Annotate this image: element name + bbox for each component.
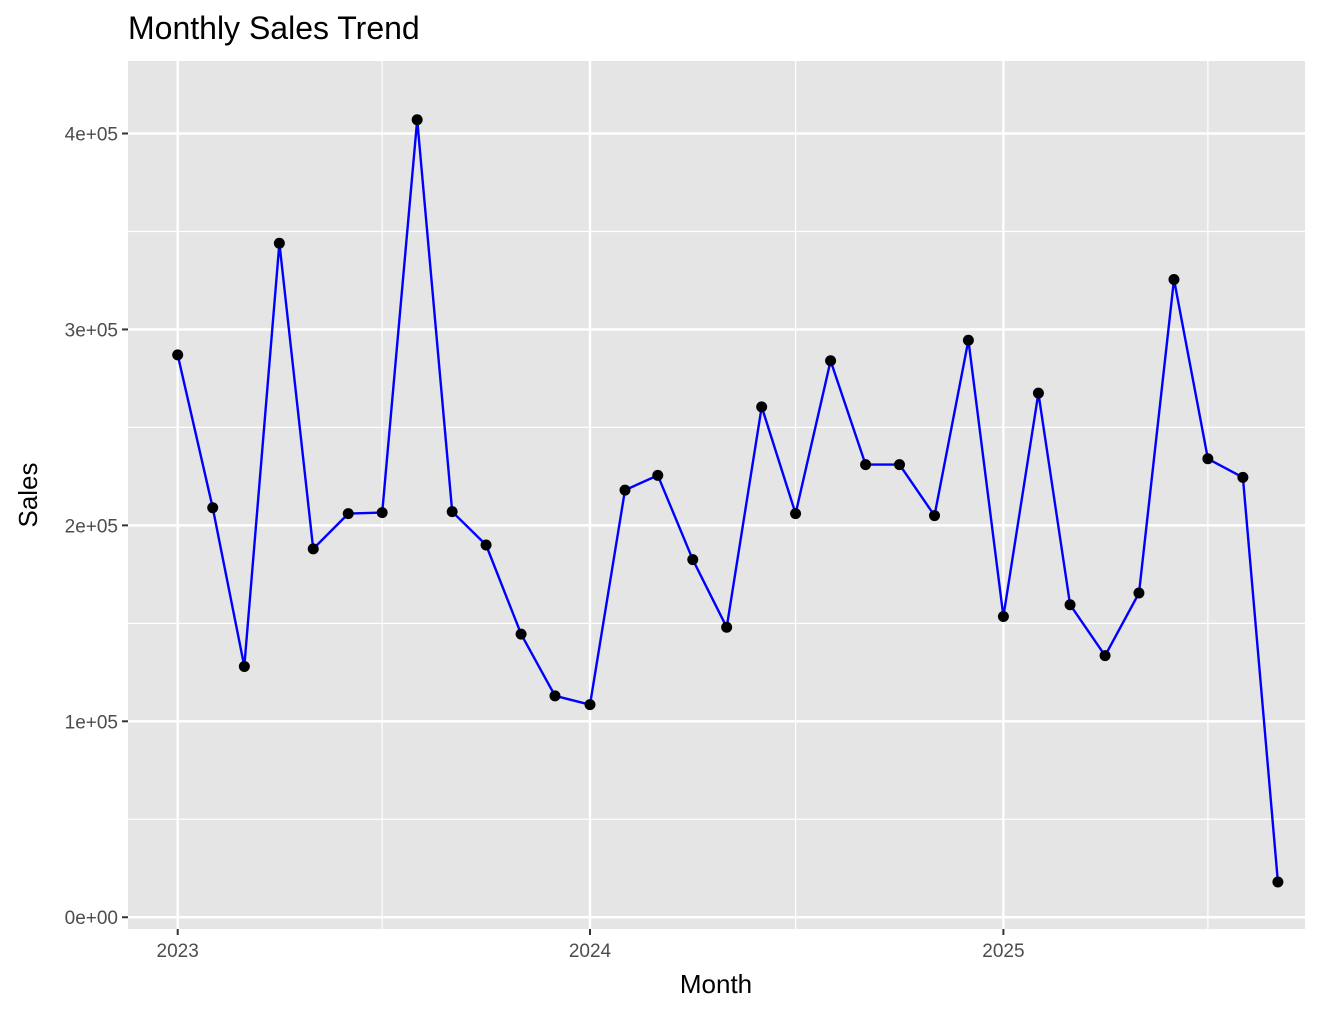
data-point <box>1202 453 1214 465</box>
chart-title: Monthly Sales Trend <box>128 10 420 46</box>
data-point <box>446 506 458 518</box>
data-point <box>619 484 631 496</box>
y-tick-label: 1e+05 <box>65 712 118 733</box>
y-axis-title: Sales <box>13 462 43 527</box>
data-point <box>342 508 354 520</box>
data-point <box>721 621 733 633</box>
data-point <box>929 510 941 522</box>
plot-panel <box>128 61 1305 929</box>
data-point <box>307 543 319 555</box>
data-point <box>549 690 561 702</box>
data-point <box>687 554 699 566</box>
data-point <box>480 539 492 551</box>
data-point <box>1064 599 1076 611</box>
data-point <box>584 699 596 711</box>
data-point <box>273 237 285 249</box>
x-tick-label: 2024 <box>569 941 612 962</box>
data-point <box>825 355 837 367</box>
data-point <box>1168 273 1180 285</box>
data-point <box>893 459 905 471</box>
x-tick-label: 2025 <box>982 941 1024 962</box>
data-point <box>515 628 527 640</box>
y-tick-label: 2e+05 <box>65 516 118 537</box>
data-point <box>652 469 664 481</box>
data-point <box>997 610 1009 622</box>
data-point <box>756 401 768 413</box>
x-axis-tick-labels: 2023 2024 2025 <box>157 941 1025 962</box>
y-tick-label: 4e+05 <box>65 124 118 145</box>
data-point <box>411 114 423 126</box>
data-point <box>207 502 219 514</box>
data-point <box>1133 587 1145 599</box>
minor-gridlines <box>128 61 1305 929</box>
x-tick-label: 2023 <box>157 941 199 962</box>
data-point <box>238 660 250 672</box>
major-gridlines <box>128 61 1305 929</box>
data-point <box>962 334 974 346</box>
x-axis-title: Month <box>680 969 752 999</box>
y-tick-label: 0e+00 <box>65 908 118 929</box>
data-point <box>860 459 872 471</box>
axis-ticks <box>122 132 1005 935</box>
data-point <box>790 508 802 520</box>
data-point <box>1272 876 1284 888</box>
data-point <box>1032 387 1044 399</box>
y-axis-tick-labels: 0e+00 1e+05 2e+05 3e+05 4e+05 <box>65 124 118 929</box>
series-points-group <box>172 114 1284 888</box>
data-point <box>1237 471 1249 483</box>
data-point <box>376 507 388 519</box>
y-tick-label: 3e+05 <box>65 320 118 341</box>
data-point <box>1099 650 1111 662</box>
data-point <box>172 349 184 361</box>
